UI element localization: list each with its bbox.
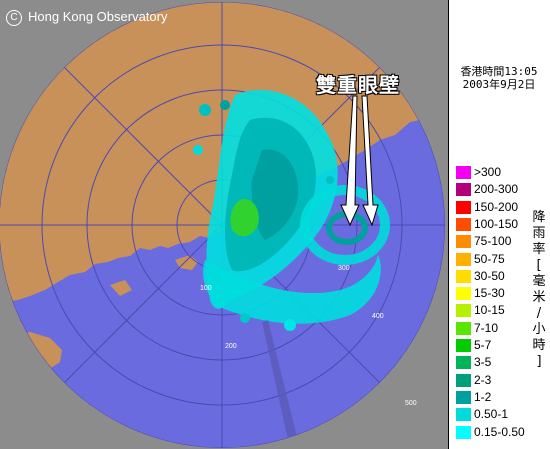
legend-label: >300 [474,165,502,179]
copyright-icon: C [6,9,22,26]
legend-swatch [456,390,471,404]
range-label-500: 500 [405,400,417,407]
legend-label: 0.50-1 [474,407,509,422]
legend-label: 150-200 [474,199,519,214]
legend-label: 75-100 [474,234,512,249]
legend-label: 200-300 [474,182,519,197]
legend-swatch [456,217,471,231]
legend-swatch [456,287,471,301]
eyewall-arrows [340,95,379,227]
unit-char: 降 [532,210,546,225]
timestamp-date: 2003年9月2日 [462,78,536,91]
radar-image: 100 200 300 400 500 [0,0,448,449]
range-labels: 100 200 300 400 500 [200,265,417,407]
beam-shadow [262,320,300,448]
legend-label: 2-3 [474,372,492,387]
legend-swatch [456,373,471,387]
rainfall-rate-unit: 降 雨 率 [ 毫 米 / 小 時 ] [530,210,548,370]
range-label-200: 200 [225,343,237,350]
legend-swatch [456,235,471,249]
legend-swatch [456,321,471,335]
legend-label: 100-150 [474,216,519,231]
legend-label: 7-10 [474,320,499,335]
legend-label: 10-15 [474,303,505,318]
legend-swatch [456,183,471,197]
copyright-text: Hong Kong Observatory [28,9,168,24]
range-label-100: 100 [200,285,212,292]
legend-label: 50-75 [474,251,505,266]
island-3 [110,280,132,296]
legend-swatch [456,269,471,283]
legend-label: 30-50 [474,268,505,283]
rain-echoes [193,89,390,331]
unit-char: [ [536,258,542,273]
unit-char: / [536,306,542,321]
unit-char: 率 [532,242,546,257]
unit-char: 米 [532,290,546,305]
unit-char: 時 [532,338,546,353]
legend-label: 0.15-0.50 [474,424,525,439]
unit-char: ] [536,354,542,369]
legend-swatch [456,339,471,352]
legend-swatch [456,200,471,214]
legend-label: 3-5 [474,355,492,370]
unit-char: 毫 [532,274,546,289]
legend-swatch [456,408,471,422]
legend-swatch [456,252,471,266]
copyright-notice: C Hong Kong Observatory [6,9,167,26]
legend-panel: 香港時間13:05 2003年9月2日 >300 200-300 150-200 10… [448,0,550,449]
double-eyewall-label: 雙重眼壁 [316,73,400,97]
legend-swatch [456,304,471,318]
legend-swatch [456,425,471,439]
range-label-300: 300 [338,265,350,272]
legend-label: 5-7 [474,338,492,352]
range-label-400: 400 [372,313,384,320]
legend-swatch [456,356,471,370]
unit-char: 雨 [532,226,546,241]
legend-label: 15-30 [474,286,505,301]
unit-char: 小 [532,322,546,337]
legend-label: 1-2 [474,389,492,404]
legend-swatch [456,166,471,179]
timestamp-time: 香港時間13:05 [460,65,538,78]
